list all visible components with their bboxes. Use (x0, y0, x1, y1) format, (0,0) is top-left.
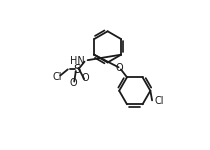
Text: O: O (70, 78, 77, 88)
Text: O: O (116, 63, 123, 73)
Text: S: S (73, 63, 81, 76)
Text: O: O (81, 73, 89, 83)
Text: Cl: Cl (154, 96, 164, 106)
Text: Cl: Cl (53, 72, 62, 82)
Text: HN: HN (70, 56, 85, 66)
